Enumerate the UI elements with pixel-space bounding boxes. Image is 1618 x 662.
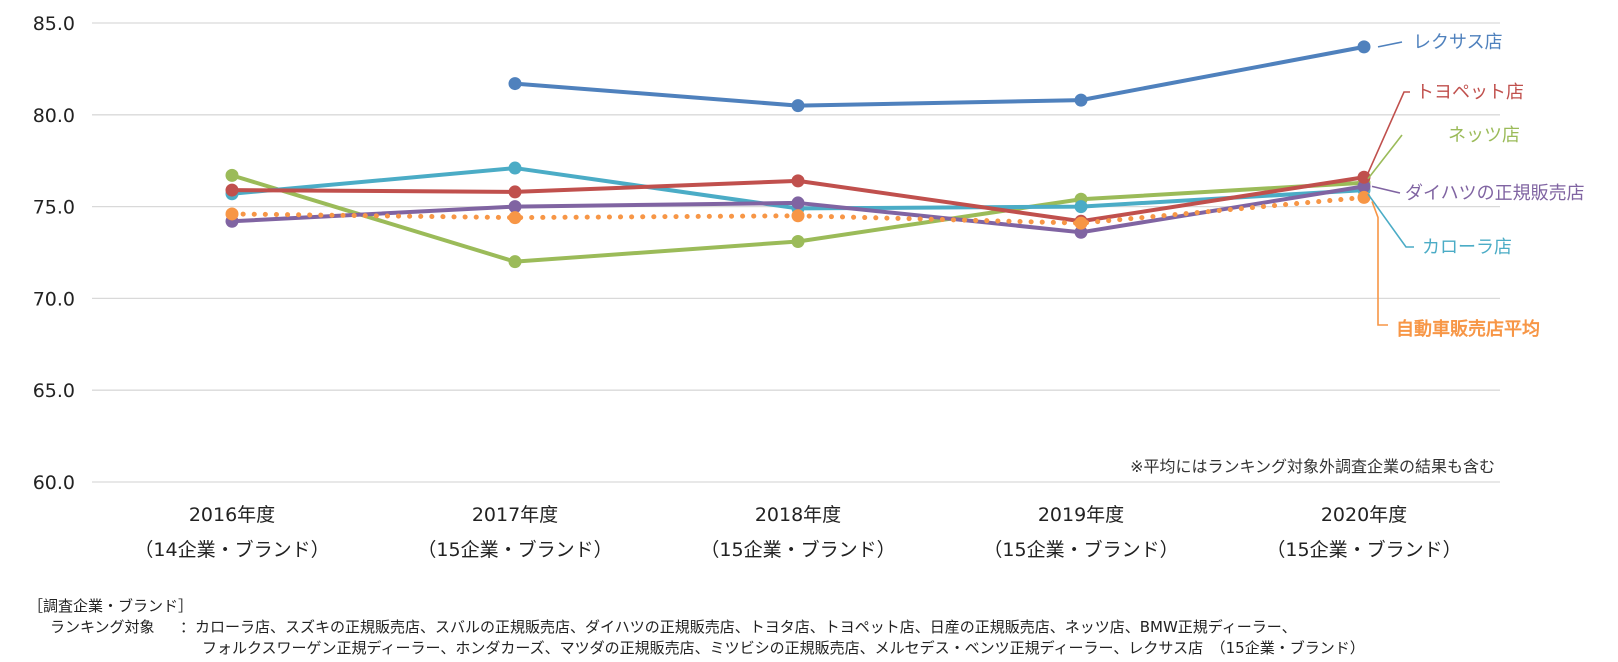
series-label-leader [1367, 193, 1414, 248]
series-label: 自動車販売店平均 [1396, 318, 1540, 340]
series-0-point [791, 99, 805, 113]
series-2-point [508, 255, 522, 269]
gridlines [92, 22, 1500, 483]
chart-note: ※平均にはランキング対象外調査企業の結果も含む [1130, 457, 1495, 476]
series-1-point [1357, 170, 1371, 184]
footer-text-1: ：カローラ店、スズキの正規販売店、スバルの正規販売店、ダイハツの正規販売店、トヨ… [180, 618, 1297, 636]
plot-area [225, 40, 1371, 269]
series-5-point [791, 209, 805, 223]
series-2-point [791, 234, 805, 248]
y-tick-label: 70.0 [33, 288, 75, 310]
series-3-point [791, 196, 805, 210]
series-3-point [508, 200, 522, 214]
x-tick-sublabel: （14企業・ブランド） [134, 538, 329, 561]
x-tick-label: 2020年度 [1321, 504, 1407, 526]
footer-line-1: ランキング対象 ：カローラ店、スズキの正規販売店、スバルの正規販売店、ダイハツの正… [28, 617, 1365, 638]
footer: ［調査企業・ブランド］ ランキング対象 ：カローラ店、スズキの正規販売店、スバルの… [28, 596, 1365, 659]
series-5 [225, 190, 1371, 230]
series-4-point [1074, 200, 1088, 214]
series-label-leader [1371, 201, 1388, 326]
x-tick-label: 2016年度 [189, 504, 275, 526]
series-0-point [1074, 93, 1088, 107]
x-tick-label: 2019年度 [1038, 504, 1124, 526]
series-5-point [225, 207, 239, 221]
series-5-point [1074, 216, 1088, 230]
series-label: ネッツ店 [1448, 125, 1520, 146]
y-axis: 60.0 65.0 70.0 75.0 80.0 85.0 [33, 13, 75, 494]
series-0-point [508, 77, 522, 91]
series-label-leader [1377, 41, 1403, 48]
x-axis: 2016年度 （14企業・ブランド） 2017年度 （15企業・ブランド） 2018年度… [134, 504, 1461, 561]
x-tick-label: 2017年度 [472, 504, 558, 526]
y-tick-label: 85.0 [33, 13, 75, 35]
x-tick-sublabel: （15企業・ブランド） [417, 538, 612, 561]
y-tick-label: 80.0 [33, 105, 75, 127]
x-tick-sublabel: （15企業・ブランド） [983, 538, 1178, 561]
footer-heading: ［調査企業・ブランド］ [28, 597, 194, 615]
series-label: トヨペット店 [1416, 82, 1524, 103]
y-tick-label: 65.0 [33, 380, 75, 402]
series-1-point [225, 183, 239, 197]
x-tick-sublabel: （15企業・ブランド） [1266, 538, 1461, 561]
series-4-point [508, 161, 522, 175]
series-0-line [514, 44, 1365, 108]
series-1-point [791, 174, 805, 188]
series-label: ダイハツの正規販売店 [1405, 183, 1585, 204]
series-label: レクサス店 [1413, 32, 1503, 53]
series-0 [508, 40, 1371, 113]
series-1-point [508, 185, 522, 199]
footer-label: ランキング対象 [50, 618, 155, 636]
series-3-point [1357, 179, 1371, 193]
y-tick-label: 60.0 [33, 472, 75, 494]
y-tick-label: 75.0 [33, 197, 75, 219]
series-label-leader [1371, 185, 1401, 194]
footer-line-2: フォルクスワーゲン正規ディーラー、ホンダカーズ、マツダの正規販売店、ミツビシの正… [202, 639, 1365, 657]
series-5-point [1357, 190, 1371, 204]
series-3-point [1074, 225, 1088, 239]
series-label-leader [1367, 134, 1403, 180]
series-2-point [225, 168, 239, 182]
series-5-point [508, 211, 522, 225]
series-label-leader [1367, 91, 1410, 174]
series-label: カローラ店 [1422, 237, 1512, 258]
x-tick-label: 2018年度 [755, 504, 841, 526]
line-chart: 60.0 65.0 70.0 75.0 80.0 85.0 2016年度 （14企業・ブラン… [33, 13, 1585, 561]
x-tick-sublabel: （15企業・ブランド） [700, 538, 895, 561]
series-0-point [1357, 40, 1371, 54]
